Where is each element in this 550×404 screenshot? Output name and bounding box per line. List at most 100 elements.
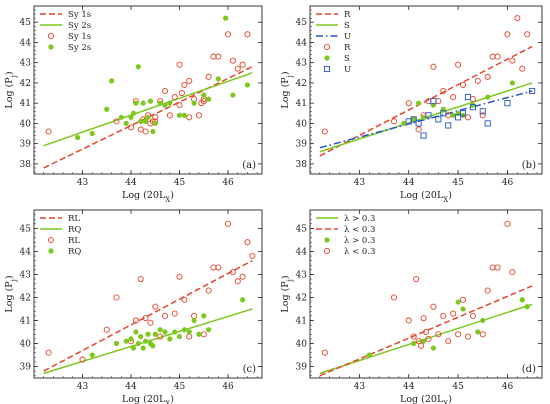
x-tick-label: 46 bbox=[222, 382, 234, 392]
data-point bbox=[244, 82, 251, 88]
data-point bbox=[157, 100, 163, 106]
data-point bbox=[239, 61, 246, 68]
data-point bbox=[415, 126, 422, 133]
data-point bbox=[152, 120, 158, 126]
y-tick-label: 43 bbox=[20, 270, 32, 280]
x-tick-label: 43 bbox=[77, 178, 89, 188]
legend-marker bbox=[47, 32, 55, 40]
data-point bbox=[191, 317, 197, 324]
x-tick-label: 46 bbox=[502, 382, 514, 392]
data-point bbox=[239, 297, 246, 303]
x-axis-label: Log (20LX) bbox=[122, 190, 174, 204]
y-tick-label: 41 bbox=[296, 99, 307, 109]
data-point bbox=[244, 239, 251, 246]
x-tick-label: 44 bbox=[125, 178, 137, 188]
data-point bbox=[162, 329, 168, 335]
data-point bbox=[176, 333, 183, 340]
data-point bbox=[45, 349, 52, 356]
y-tick-label: 45 bbox=[296, 18, 308, 28]
data-point bbox=[249, 252, 256, 260]
data-point bbox=[239, 273, 246, 280]
data-point bbox=[244, 31, 251, 38]
data-point bbox=[161, 312, 169, 319]
x-tick-label: 44 bbox=[403, 382, 415, 392]
data-point bbox=[140, 345, 146, 351]
data-point bbox=[460, 112, 466, 118]
legend-entry-label: λ < 0.3 bbox=[344, 247, 375, 257]
y-tick-label: 42 bbox=[296, 79, 307, 89]
data-point bbox=[524, 304, 530, 310]
plot-frame bbox=[309, 209, 543, 379]
data-point bbox=[405, 317, 412, 324]
legend-marker bbox=[324, 55, 330, 61]
data-point bbox=[176, 61, 183, 68]
data-point bbox=[130, 110, 137, 116]
data-point bbox=[200, 98, 207, 105]
data-point bbox=[480, 317, 486, 324]
y-tick-label: 38 bbox=[296, 160, 308, 170]
data-point bbox=[142, 118, 149, 124]
data-point bbox=[504, 220, 511, 227]
data-point bbox=[479, 108, 486, 115]
y-tick-label: 39 bbox=[20, 362, 32, 372]
fit-line bbox=[43, 66, 253, 169]
y-tick-label: 40 bbox=[296, 119, 308, 129]
data-point bbox=[167, 100, 173, 106]
y-tick-label: 38 bbox=[20, 160, 32, 170]
data-point bbox=[440, 110, 447, 117]
legend-entry-label: RQ bbox=[68, 225, 81, 235]
data-point bbox=[519, 65, 526, 72]
legend-entry-label: λ > 0.3 bbox=[344, 214, 375, 224]
y-tick-label: 41 bbox=[20, 316, 31, 326]
data-point bbox=[440, 312, 447, 319]
data-point bbox=[440, 87, 447, 95]
data-point bbox=[450, 112, 456, 118]
data-point bbox=[415, 100, 422, 106]
plot-frame bbox=[309, 5, 543, 175]
y-tick-label: 44 bbox=[20, 38, 32, 48]
data-point bbox=[135, 340, 141, 347]
data-point bbox=[186, 77, 193, 84]
fit-line bbox=[43, 259, 253, 372]
data-point bbox=[484, 73, 491, 80]
data-point bbox=[130, 345, 137, 351]
x-tick-label: 45 bbox=[452, 178, 464, 188]
data-point bbox=[460, 306, 466, 312]
data-point bbox=[147, 98, 154, 104]
data-point bbox=[104, 106, 110, 112]
data-point bbox=[195, 112, 202, 119]
data-point bbox=[171, 94, 178, 101]
y-tick-label: 43 bbox=[296, 59, 308, 69]
data-point bbox=[215, 76, 221, 82]
legend-entry-label: Sy 1s bbox=[68, 32, 91, 42]
legend-entry-label: R bbox=[344, 43, 351, 53]
y-tick-label: 42 bbox=[20, 79, 31, 89]
data-point bbox=[205, 287, 212, 294]
y-tick-label: 41 bbox=[296, 316, 307, 326]
data-point bbox=[133, 100, 139, 106]
data-point bbox=[420, 132, 427, 139]
data-point bbox=[425, 335, 432, 342]
data-point bbox=[128, 336, 134, 342]
legend-marker bbox=[48, 248, 54, 254]
data-point bbox=[118, 114, 124, 120]
data-point bbox=[196, 331, 202, 337]
data-point bbox=[450, 310, 457, 317]
data-point bbox=[167, 336, 173, 342]
data-point bbox=[145, 114, 151, 120]
data-point bbox=[422, 328, 430, 336]
data-point bbox=[485, 94, 491, 100]
data-point bbox=[145, 331, 151, 337]
data-point bbox=[89, 130, 95, 137]
x-axis-label: Log (20LX) bbox=[400, 394, 452, 404]
legend-entry-label: R bbox=[344, 10, 351, 20]
data-point bbox=[157, 333, 164, 340]
data-point bbox=[186, 329, 192, 335]
plot-frame bbox=[33, 5, 263, 175]
data-point bbox=[215, 264, 222, 271]
data-point bbox=[127, 124, 135, 131]
